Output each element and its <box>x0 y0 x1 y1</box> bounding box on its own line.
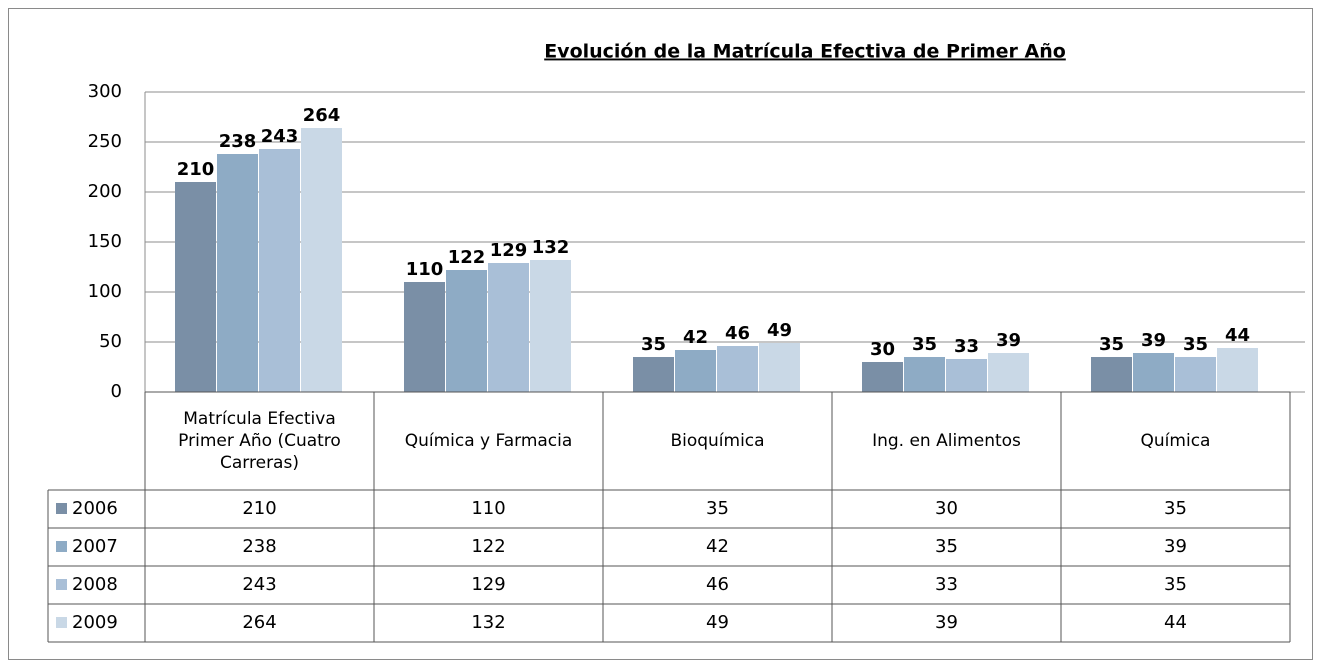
table-value: 35 <box>1164 498 1187 519</box>
y-tick-label: 300 <box>88 81 122 102</box>
y-tick-label: 50 <box>99 331 122 352</box>
table-value: 132 <box>471 612 505 633</box>
data-label: 132 <box>532 237 570 258</box>
data-label: 129 <box>490 240 528 261</box>
data-label: 122 <box>448 247 486 268</box>
data-label: 35 <box>1183 334 1208 355</box>
bar <box>633 357 674 392</box>
category-label: Química <box>1140 431 1211 451</box>
bar <box>717 346 758 392</box>
legend-swatch <box>56 617 67 628</box>
data-label: 35 <box>641 334 666 355</box>
data-label: 30 <box>870 339 895 360</box>
y-tick-label: 250 <box>88 131 122 152</box>
legend-swatch <box>56 503 67 514</box>
bar <box>988 353 1029 392</box>
category-label: Química y Farmacia <box>404 431 573 451</box>
bar <box>759 343 800 392</box>
data-label: 35 <box>1099 334 1124 355</box>
bar <box>1133 353 1174 392</box>
table-value: 46 <box>706 574 729 595</box>
y-tick-label: 150 <box>88 231 122 252</box>
bar <box>404 282 445 392</box>
table-value: 35 <box>706 498 729 519</box>
table-value: 33 <box>935 574 958 595</box>
bar <box>217 154 258 392</box>
bar <box>904 357 945 392</box>
bar <box>488 263 529 392</box>
data-label: 46 <box>725 323 750 344</box>
category-label: Bioquímica <box>670 431 765 451</box>
table-value: 49 <box>706 612 729 633</box>
bar <box>675 350 716 392</box>
table-value: 122 <box>471 536 505 557</box>
bar <box>1217 348 1258 392</box>
y-tick-label: 100 <box>88 281 122 302</box>
bar <box>946 359 987 392</box>
bar <box>1091 357 1132 392</box>
legend-swatch <box>56 541 67 552</box>
data-label: 42 <box>683 327 708 348</box>
table-value: 39 <box>1164 536 1187 557</box>
table-value: 243 <box>242 574 276 595</box>
data-label: 44 <box>1225 325 1250 346</box>
data-label: 210 <box>177 159 215 180</box>
bar <box>259 149 300 392</box>
data-label: 264 <box>303 105 341 126</box>
table-value: 35 <box>935 536 958 557</box>
legend-label: 2009 <box>72 612 118 633</box>
legend-label: 2008 <box>72 574 118 595</box>
frame <box>8 8 1313 660</box>
data-label: 39 <box>996 330 1021 351</box>
category-label: Matrícula Efectiva Primer Año (Cuatro Ca… <box>178 409 341 473</box>
y-tick-label: 200 <box>88 181 122 202</box>
data-label: 33 <box>954 336 979 357</box>
bar <box>301 128 342 392</box>
table-value: 35 <box>1164 574 1187 595</box>
category-label: Ing. en Alimentos <box>872 431 1021 451</box>
bar <box>530 260 571 392</box>
bar <box>1175 357 1216 392</box>
data-label: 49 <box>767 320 792 341</box>
data-label: 39 <box>1141 330 1166 351</box>
legend-label: 2006 <box>72 498 118 519</box>
data-label: 238 <box>219 131 257 152</box>
table-value: 44 <box>1164 612 1187 633</box>
data-label: 110 <box>406 259 444 280</box>
table-value: 30 <box>935 498 958 519</box>
table-value: 264 <box>242 612 276 633</box>
table-value: 210 <box>242 498 276 519</box>
chart-title: Evolución de la Matrícula Efectiva de Pr… <box>544 41 1066 63</box>
table-value: 110 <box>471 498 505 519</box>
y-tick-label: 0 <box>111 381 122 402</box>
legend-swatch <box>56 579 67 590</box>
bar <box>862 362 903 392</box>
legend-label: 2007 <box>72 536 118 557</box>
table-value: 39 <box>935 612 958 633</box>
table-value: 42 <box>706 536 729 557</box>
data-label: 243 <box>261 126 299 147</box>
table-value: 238 <box>242 536 276 557</box>
bar <box>175 182 216 392</box>
table-value: 129 <box>471 574 505 595</box>
data-label: 35 <box>912 334 937 355</box>
bar <box>446 270 487 392</box>
